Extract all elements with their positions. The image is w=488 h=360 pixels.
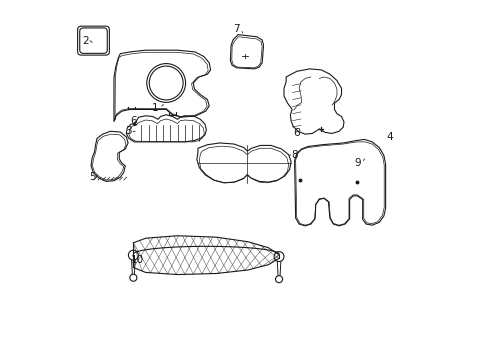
Text: 10: 10 xyxy=(130,256,143,265)
Text: 3: 3 xyxy=(125,126,132,136)
Text: 5: 5 xyxy=(89,172,95,182)
Text: 9: 9 xyxy=(354,158,361,168)
Text: 1: 1 xyxy=(152,103,159,113)
Text: 6: 6 xyxy=(293,129,300,139)
Text: 6: 6 xyxy=(130,116,137,126)
Text: 8: 8 xyxy=(291,150,297,159)
Text: 7: 7 xyxy=(233,24,240,34)
Text: 4: 4 xyxy=(386,132,392,142)
Text: 2: 2 xyxy=(82,36,89,46)
